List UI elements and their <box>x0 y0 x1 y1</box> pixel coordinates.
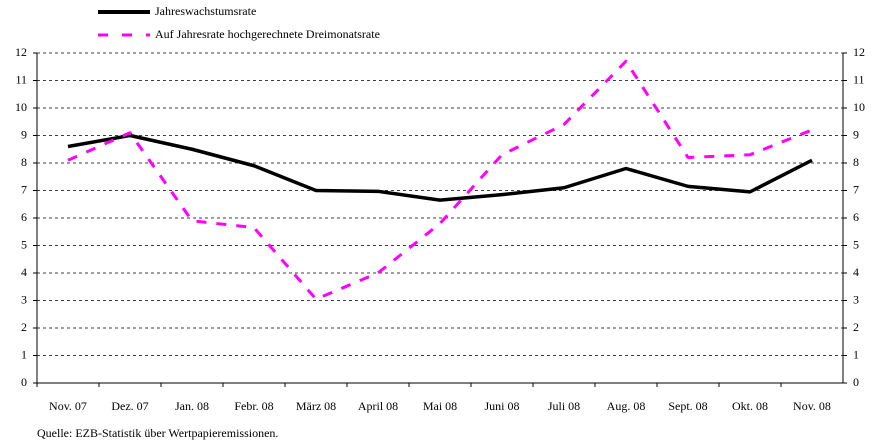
y2-tick-label: 8 <box>853 155 859 169</box>
y-tick-label: 7 <box>21 182 27 196</box>
y2-tick-label: 1 <box>853 347 859 361</box>
y-tick-label: 9 <box>21 127 27 141</box>
y2-tick-label: 6 <box>853 210 859 224</box>
y-tick-label: 10 <box>15 100 27 114</box>
y2-tick-label: 10 <box>853 100 865 114</box>
x-tick-label: April 08 <box>358 399 398 413</box>
x-tick-label: Juli 08 <box>548 399 580 413</box>
y2-tick-label: 4 <box>853 265 859 279</box>
y-tick-label: 2 <box>21 320 27 334</box>
y-tick-label: 12 <box>15 45 27 59</box>
x-tick-label: Nov. 07 <box>49 399 87 413</box>
x-tick-label: Aug. 08 <box>607 399 646 413</box>
y2-tick-label: 0 <box>853 375 859 389</box>
x-tick-label: Sept. 08 <box>668 399 707 413</box>
y2-tick-label: 9 <box>853 127 859 141</box>
y2-tick-label: 7 <box>853 182 859 196</box>
y-tick-label: 8 <box>21 155 27 169</box>
x-tick-label: März 08 <box>296 399 336 413</box>
y2-tick-label: 11 <box>853 72 865 86</box>
y2-tick-label: 2 <box>853 320 859 334</box>
y-tick-label: 6 <box>21 210 27 224</box>
y-tick-label: 5 <box>21 237 27 251</box>
legend-label: Jahreswachstumsrate <box>155 4 256 18</box>
x-tick-label: Okt. 08 <box>732 399 768 413</box>
legend-label: Auf Jahresrate hochgerechnete Dreimonats… <box>155 27 380 41</box>
x-tick-label: Febr. 08 <box>234 399 273 413</box>
y-tick-label: 4 <box>21 265 27 279</box>
y2-tick-label: 3 <box>853 292 859 306</box>
x-tick-label: Jan. 08 <box>175 399 209 413</box>
x-tick-label: Dez. 07 <box>111 399 148 413</box>
y-tick-label: 3 <box>21 292 27 306</box>
x-tick-label: Juni 08 <box>484 399 519 413</box>
y-tick-label: 1 <box>21 347 27 361</box>
y2-tick-label: 12 <box>853 45 865 59</box>
x-tick-label: Nov. 08 <box>793 399 831 413</box>
y-tick-label: 11 <box>15 72 27 86</box>
x-tick-label: Mai 08 <box>423 399 457 413</box>
series-line <box>67 59 813 301</box>
y-tick-label: 0 <box>21 375 27 389</box>
source-note: Quelle: EZB-Statistik über Wertpapieremi… <box>37 426 278 440</box>
y2-tick-label: 5 <box>853 237 859 251</box>
series-line <box>67 133 813 202</box>
